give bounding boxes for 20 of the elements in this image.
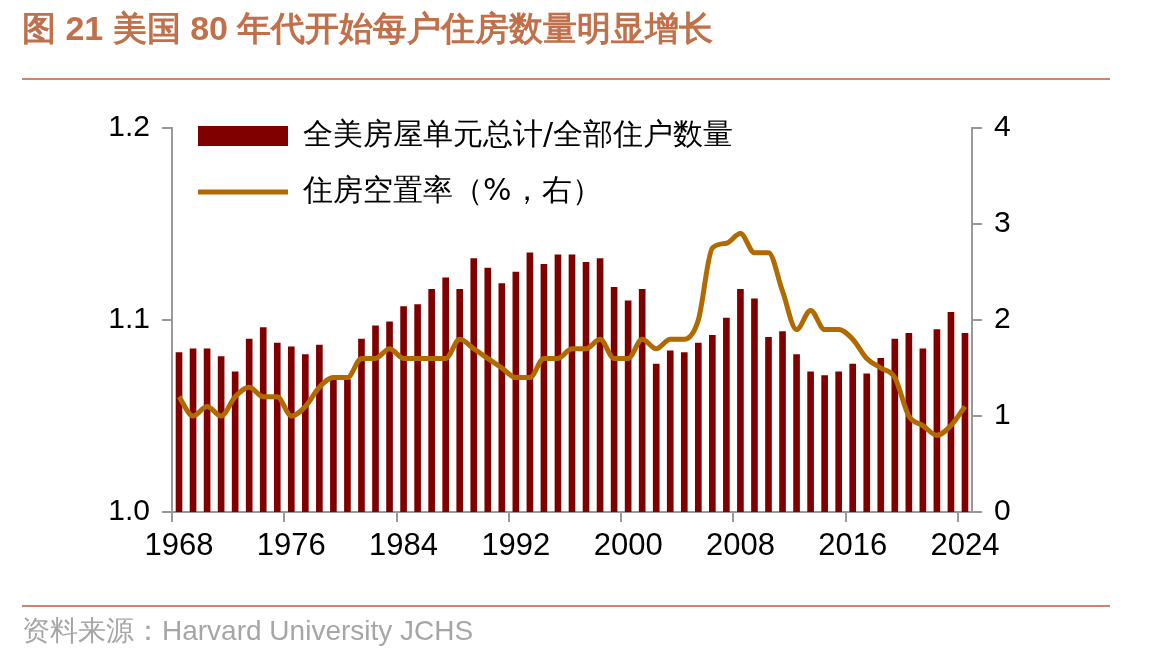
- x-tick-label: 1984: [369, 527, 439, 563]
- x-tick-label: 2000: [593, 527, 663, 563]
- y2-tick-label: 2: [994, 301, 1011, 335]
- y-tick-label: 1.1: [108, 301, 150, 335]
- y-tick-label: 1.0: [108, 493, 150, 527]
- y2-tick-label: 0: [994, 493, 1011, 527]
- y2-tick-label: 1: [994, 397, 1011, 431]
- legend-label: 全美房屋单元总计/全部住户数量: [303, 115, 734, 151]
- x-tick-label: 2024: [930, 527, 1000, 563]
- x-tick-label: 1976: [256, 527, 326, 563]
- x-tick-label: 1992: [481, 527, 551, 563]
- legend-label: 住房空置率（%，右）: [302, 171, 602, 207]
- y2-tick-label: 3: [994, 205, 1011, 239]
- text: 资料来源：Harvard University JCHS: [22, 614, 474, 648]
- x-tick-label: 2016: [818, 527, 888, 563]
- x-tick-label: 2008: [705, 527, 775, 563]
- chart-title: 图 21 美国 80 年代开始每户住房数量明显增长: [22, 8, 714, 49]
- y-tick-label: 1.2: [108, 109, 150, 143]
- x-tick-label: 1968: [144, 527, 214, 563]
- y2-tick-label: 4: [994, 109, 1011, 143]
